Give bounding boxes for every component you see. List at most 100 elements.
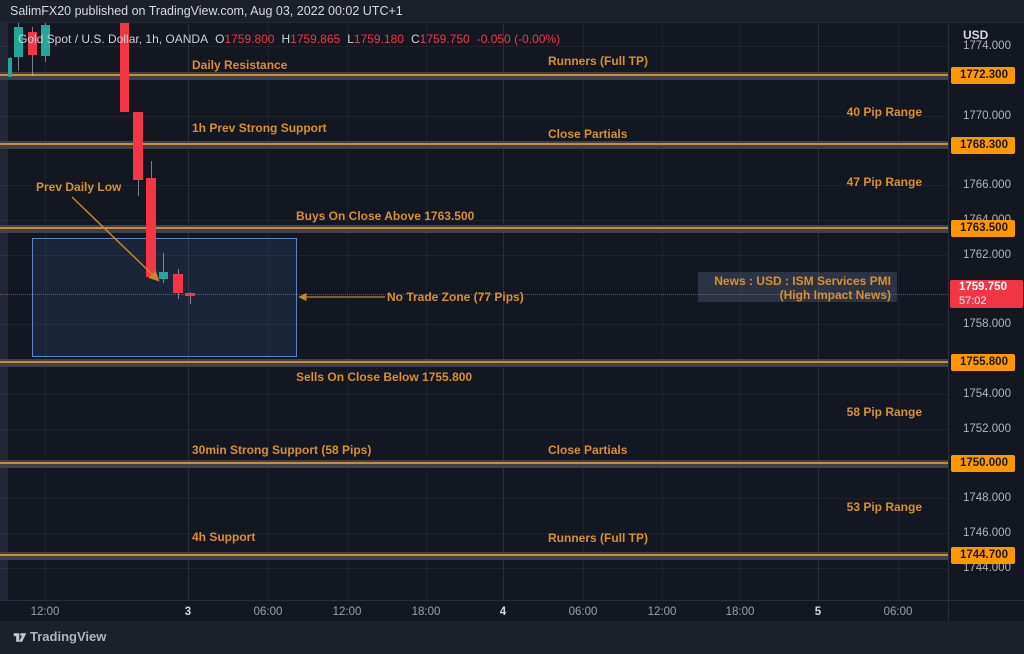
candle (41, 25, 50, 56)
grid-line-horizontal (0, 255, 948, 256)
grid-line-vertical (45, 24, 46, 600)
ohlc-value-L: 1759.180 (353, 32, 404, 46)
annotation-sells-on-close[interactable]: Sells On Close Below 1755.800 (296, 370, 473, 384)
grid-line-vertical (347, 24, 348, 600)
candle (146, 178, 156, 277)
time-axis[interactable]: 12:00 3 06:00 12:00 18:00 4 06:00 12:00 18:00 5 06… (0, 600, 1024, 621)
price-tick: 1774.000 (963, 40, 1011, 52)
grid-line-horizontal (0, 429, 948, 430)
news-line2: (High Impact News) (779, 288, 891, 302)
annotation-daily-resistance[interactable]: Daily Resistance (192, 58, 288, 72)
grid-line-vertical (426, 24, 427, 600)
level-line-stroke (0, 462, 948, 464)
ohlc-label-H: H (281, 32, 291, 46)
chart-area[interactable] (0, 0, 948, 600)
grid-line-vertical (503, 24, 504, 600)
annotation-runners-full-tp-bottom[interactable]: Runners (Full TP) (548, 531, 648, 545)
time-tick: 18:00 (411, 606, 441, 618)
level-line-stroke (0, 554, 948, 556)
grid-line-horizontal (0, 394, 948, 395)
annotation-runners-full-tp-top[interactable]: Runners (Full TP) (548, 54, 648, 68)
candle (28, 32, 37, 55)
annotation-1h-prev-strong-support[interactable]: 1h Prev Strong Support (192, 121, 327, 135)
current-price-value: 1759.750 (959, 281, 1007, 293)
price-tick: 1770.000 (963, 110, 1011, 122)
price-tick: 1752.000 (963, 423, 1011, 435)
annotation-buys-on-close[interactable]: Buys On Close Above 1763.500 (296, 209, 475, 223)
attribution-text: SalimFX20 published on TradingView.com, … (10, 4, 403, 18)
annotation-no-trade-zone[interactable]: No Trade Zone (77 Pips) (387, 290, 524, 304)
annotation-prev-daily-low[interactable]: Prev Daily Low (36, 180, 122, 194)
grid-line-horizontal (0, 568, 948, 569)
level-line[interactable] (0, 225, 948, 233)
grid-line-horizontal (0, 185, 948, 186)
price-level-badge: 1772.300 (951, 67, 1015, 84)
level-line[interactable] (0, 359, 948, 367)
price-tick: 1748.000 (963, 492, 1011, 504)
time-tick: 3 (184, 606, 192, 618)
ohlc-value-C: 1759.750 (419, 32, 470, 46)
level-line-stroke (0, 143, 948, 145)
price-level-badge: 1763.500 (951, 220, 1015, 237)
current-price-badge: 1759.750 57:02 (950, 280, 1023, 308)
candle-countdown: 57:02 (959, 295, 987, 307)
grid-line-horizontal (0, 220, 948, 221)
price-level-badge: 1750.000 (951, 455, 1015, 472)
annotation-close-partials-top[interactable]: Close Partials (548, 127, 628, 141)
attribution-bar: SalimFX20 published on TradingView.com, … (0, 0, 1024, 23)
news-label[interactable]: News : USD : ISM Services PMI (High Impa… (698, 272, 897, 302)
annotation-30min-strong-support[interactable]: 30min Strong Support (58 Pips) (192, 443, 372, 457)
price-level-badge: 1744.700 (951, 547, 1015, 564)
price-tick: 1758.000 (963, 318, 1011, 330)
price-tick: 1754.000 (963, 388, 1011, 400)
chart-legend[interactable]: Gold Spot / U.S. Dollar, 1h, OANDA O 1759.… (18, 32, 560, 46)
level-line[interactable] (0, 141, 948, 149)
candle-wick (163, 253, 164, 283)
price-tick: 1746.000 (963, 527, 1011, 539)
time-tick: 06:00 (253, 606, 283, 618)
level-line[interactable] (0, 460, 948, 468)
grid-line-vertical (740, 24, 741, 600)
grid-line-horizontal (0, 324, 948, 325)
chart-left-edge (0, 23, 8, 600)
candle (8, 58, 12, 77)
time-tick: 06:00 (568, 606, 598, 618)
grid-line-vertical (898, 24, 899, 600)
currency-label: USD (963, 28, 989, 42)
level-line-stroke (0, 227, 948, 229)
annotation-4h-support[interactable]: 4h Support (192, 530, 256, 544)
ohlc-value-H: 1759.865 (290, 32, 341, 46)
annotation-47-pip-range[interactable]: 47 Pip Range (846, 175, 922, 189)
annotation-40-pip-range[interactable]: 40 Pip Range (846, 105, 922, 119)
price-level-badge: 1755.800 (951, 354, 1015, 371)
grid-line-vertical (268, 24, 269, 600)
time-tick: 4 (499, 606, 507, 618)
price-tick: 1744.000 (963, 562, 1011, 574)
candle-wick (189, 292, 191, 304)
level-line[interactable] (0, 72, 948, 80)
price-level-badge: 1768.300 (951, 137, 1015, 154)
price-tick: 1762.000 (963, 249, 1011, 261)
level-line-stroke (0, 361, 948, 363)
ohlc-label-L: L (347, 32, 354, 46)
ohlc-label-O: O (215, 32, 225, 46)
price-axis[interactable]: USD 1774.0001770.0001766.0001764.0001762… (948, 0, 1024, 621)
footer-bar: TradingView (0, 621, 1024, 654)
tradingview-logo-icon[interactable] (13, 630, 27, 645)
time-tick: 5 (814, 606, 822, 618)
candle (14, 27, 23, 57)
level-line[interactable] (0, 552, 948, 560)
annotation-58-pip-range[interactable]: 58 Pip Range (846, 405, 922, 419)
annotation-close-partials-bottom[interactable]: Close Partials (548, 443, 628, 457)
time-tick: 12:00 (647, 606, 677, 618)
grid-line-vertical (583, 24, 584, 600)
grid-line-vertical (662, 24, 663, 600)
candle (185, 293, 195, 296)
annotation-53-pip-range[interactable]: 53 Pip Range (846, 500, 922, 514)
no-trade-zone-box[interactable] (32, 238, 297, 357)
time-tick: 12:00 (332, 606, 362, 618)
price-change: -0.050 (-0.00%) (476, 32, 561, 46)
grid-line-vertical (188, 24, 189, 600)
candle (133, 112, 143, 180)
symbol-title: Gold Spot / U.S. Dollar, 1h, OANDA (18, 32, 209, 46)
